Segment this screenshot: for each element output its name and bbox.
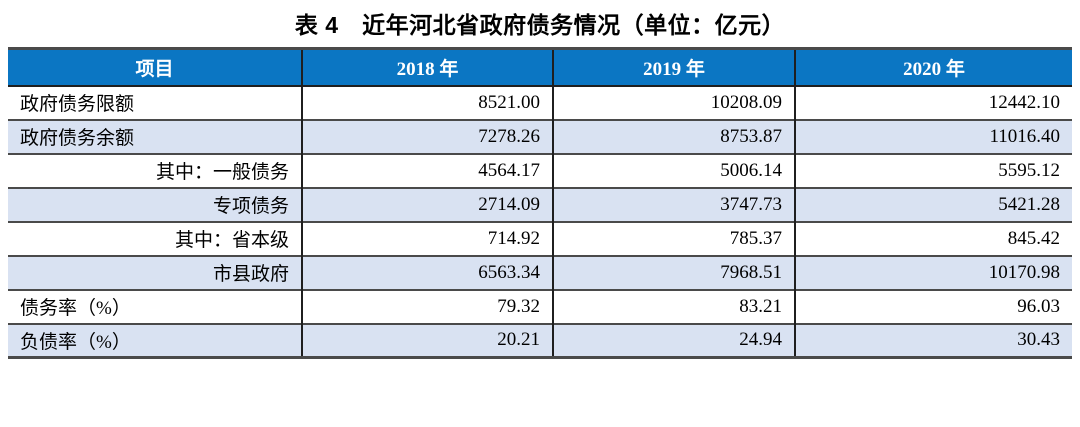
- cell-value: 3747.73: [552, 186, 795, 222]
- cell-value: 7278.26: [301, 118, 553, 154]
- cell-value: 5595.12: [794, 152, 1072, 188]
- row-label: 政府债务余额: [8, 118, 302, 154]
- table-row: 市县政府 6563.34 7968.51 10170.98: [8, 254, 1072, 290]
- table-row: 负债率（%） 20.21 24.94 30.43: [8, 322, 1072, 358]
- cell-value: 30.43: [794, 322, 1072, 358]
- table-row: 其中：一般债务 4564.17 5006.14 5595.12: [8, 152, 1072, 188]
- table-row: 专项债务 2714.09 3747.73 5421.28: [8, 186, 1072, 222]
- cell-value: 79.32: [301, 288, 553, 324]
- cell-value: 24.94: [552, 322, 795, 358]
- row-label: 政府债务限额: [20, 94, 135, 115]
- col-header-2018: 2018 年: [301, 48, 553, 87]
- row-label: 债务率（%）: [8, 288, 302, 324]
- cell-value: 20.21: [301, 322, 553, 358]
- row-label: 市县政府: [8, 254, 302, 290]
- cell-value: 785.37: [552, 220, 795, 256]
- cell-value: 2714.09: [301, 186, 553, 222]
- col-header-2020: 2020 年: [794, 48, 1072, 87]
- page: 表 4 近年河北省政府债务情况（单位：亿元） 项目 2018 年 2019 年 …: [0, 6, 1080, 427]
- cell-value: 845.42: [794, 220, 1072, 256]
- cell-value: 5421.28: [794, 186, 1072, 222]
- header-row: 项目 2018 年 2019 年 2020 年: [8, 48, 1072, 87]
- table-row: 债务率（%） 79.32 83.21 96.03: [8, 288, 1072, 324]
- row-label: 其中：一般债务: [8, 152, 302, 188]
- cell-value: 6563.34: [301, 254, 553, 290]
- row-label: 专项债务: [8, 186, 302, 222]
- row-label: 负债率（%）: [8, 322, 302, 358]
- cell-value: 8521.00: [301, 85, 553, 120]
- debt-table: 项目 2018 年 2019 年 2020 年 政府债务限额 8521.00 1…: [8, 47, 1072, 359]
- cell-value: 4564.17: [301, 152, 553, 188]
- table-title: 表 4 近年河北省政府债务情况（单位：亿元）: [294, 12, 786, 38]
- cell-value: 96.03: [794, 288, 1072, 324]
- cell-value: 10170.98: [794, 254, 1072, 290]
- cell-value: 11016.40: [794, 118, 1072, 154]
- row-label: 其中：省本级: [8, 220, 302, 256]
- col-header-2019: 2019 年: [552, 48, 795, 87]
- cell-value: 7968.51: [552, 254, 795, 290]
- col-header-item: 项目: [8, 48, 302, 87]
- table-row: 其中：省本级 714.92 785.37 845.42: [8, 220, 1072, 256]
- cell-value: 83.21: [552, 288, 795, 324]
- cell-value: 714.92: [301, 220, 553, 256]
- table-row: 政府债务限额 8521.00 10208.09 12442.10: [8, 85, 1072, 120]
- cell-value: 5006.14: [552, 152, 795, 188]
- cell-value: 12442.10: [794, 85, 1072, 120]
- cell-value: 8753.87: [552, 118, 795, 154]
- cell-value: 10208.09: [552, 85, 795, 120]
- table-row: 政府债务余额 7278.26 8753.87 11016.40: [8, 118, 1072, 154]
